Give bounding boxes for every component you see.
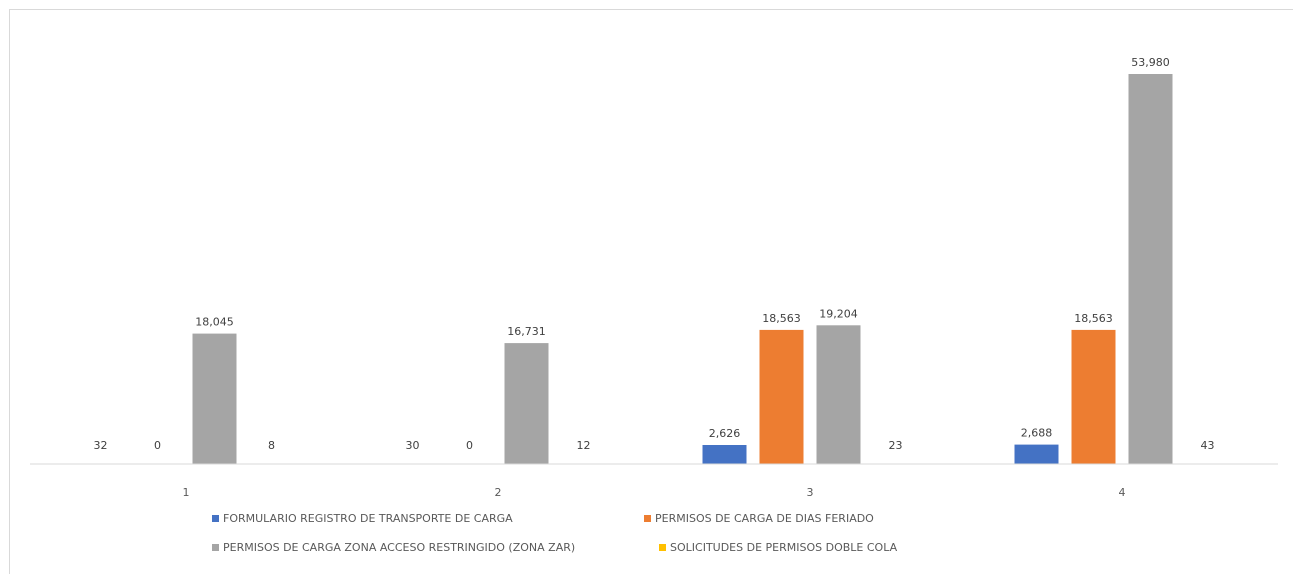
data-label-series-3-cat-4: 53,980 [1131, 56, 1170, 69]
data-label-series-3-cat-2: 16,731 [507, 325, 546, 338]
bar-series-1-cat-4 [1014, 444, 1059, 464]
legend-swatch-series-3 [212, 544, 219, 551]
x-tick-label-2: 2 [495, 486, 502, 499]
legend-label-series-3: PERMISOS DE CARGA ZONA ACCESO RESTRINGID… [223, 541, 575, 554]
bar-series-3-cat-2 [504, 343, 549, 464]
bar-series-1-cat-3 [702, 445, 747, 464]
legend-label-series-4: SOLICITUDES DE PERMISOS DOBLE COLA [670, 541, 898, 554]
data-label-series-1-cat-4: 2,688 [1021, 427, 1053, 440]
data-label-series-2-cat-1: 0 [154, 439, 161, 452]
data-label-series-4-cat-1: 8 [268, 439, 275, 452]
data-label-series-3-cat-3: 19,204 [819, 307, 858, 320]
legend-swatch-series-4 [659, 544, 666, 551]
bar-series-2-cat-3 [759, 329, 804, 464]
data-label-series-2-cat-3: 18,563 [762, 312, 801, 325]
data-label-series-1-cat-2: 30 [406, 439, 420, 452]
bar-series-2-cat-4 [1071, 329, 1116, 464]
bar-series-3-cat-1 [192, 333, 237, 464]
legend: FORMULARIO REGISTRO DE TRANSPORTE DE CAR… [212, 512, 898, 554]
x-tick-label-4: 4 [1119, 486, 1126, 499]
data-label-series-4-cat-3: 23 [889, 439, 903, 452]
data-label-series-2-cat-4: 18,563 [1074, 312, 1113, 325]
x-tick-label-1: 1 [183, 486, 190, 499]
data-label-series-2-cat-2: 0 [466, 439, 473, 452]
x-tick-label-3: 3 [807, 486, 814, 499]
legend-swatch-series-2 [644, 515, 651, 522]
data-label-series-1-cat-3: 2,626 [709, 427, 741, 440]
legend-swatch-series-1 [212, 515, 219, 522]
data-labels-group: 32 0 18,045 8 30 0 16,731 12 2,626 18,563 19,204 23… [94, 56, 1215, 452]
bar-series-3-cat-4 [1128, 74, 1173, 464]
legend-label-series-2: PERMISOS DE CARGA DE DIAS FERIADO [655, 512, 874, 525]
chart-frame [9, 9, 1293, 574]
legend-label-series-1: FORMULARIO REGISTRO DE TRANSPORTE DE CAR… [223, 512, 513, 525]
data-label-series-1-cat-1: 32 [94, 439, 108, 452]
data-label-series-4-cat-4: 43 [1201, 439, 1215, 452]
data-label-series-4-cat-2: 12 [577, 439, 591, 452]
x-tick-labels-group: 1 2 3 4 [183, 486, 1126, 499]
bar-series-3-cat-3 [816, 325, 861, 464]
bars-group [192, 74, 1173, 464]
data-label-series-3-cat-1: 18,045 [195, 316, 234, 329]
